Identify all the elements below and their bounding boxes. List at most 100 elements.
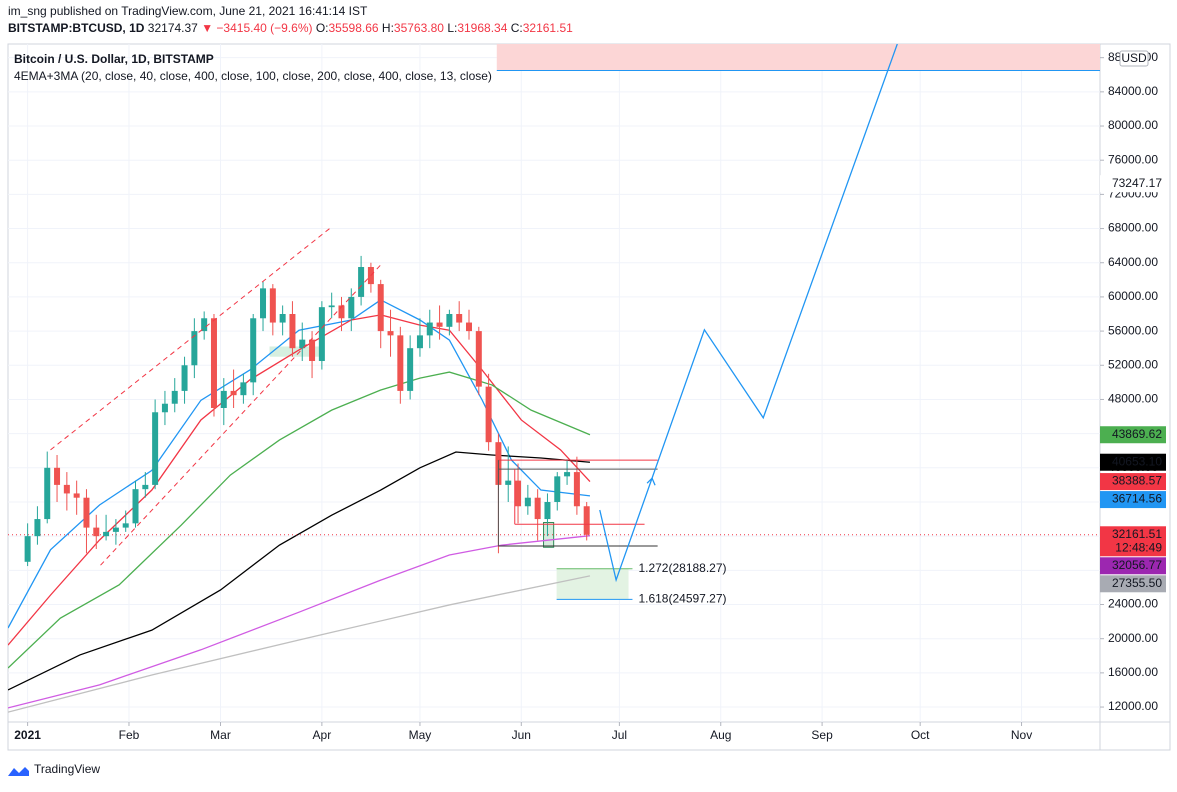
price-tag xyxy=(1100,575,1166,593)
y-tick-label: 76000.00 xyxy=(1108,152,1158,166)
price-tag xyxy=(1100,473,1166,491)
candle-body xyxy=(230,390,237,396)
candle-body xyxy=(210,318,217,408)
indicator-label: 4EMA+3MA (20, close, 40, close, 400, clo… xyxy=(14,69,492,83)
candle-body xyxy=(456,314,463,323)
projection-arrow xyxy=(646,477,656,486)
x-tick-label: Jun xyxy=(512,728,531,742)
candle-body xyxy=(515,480,522,507)
price-tag xyxy=(1100,557,1166,575)
candle-body xyxy=(358,267,365,297)
y-tick-label: 60000.00 xyxy=(1108,289,1158,303)
candle-body xyxy=(328,305,335,308)
zone xyxy=(556,568,629,600)
price-tag xyxy=(1100,491,1166,509)
ohlc-key: H: xyxy=(382,21,394,35)
candle-body xyxy=(112,527,119,532)
ohlc-value: 35763.80 xyxy=(394,21,444,35)
price-tag-label: 32161.51 xyxy=(1112,527,1162,541)
candle-body xyxy=(475,331,482,387)
candle-body xyxy=(44,467,51,520)
candle-body xyxy=(250,318,257,383)
candle-body xyxy=(103,531,110,537)
candle-body xyxy=(505,480,512,485)
candle-body xyxy=(83,497,90,528)
y-tick-label: 48000.00 xyxy=(1108,392,1158,406)
price-tag-label: 27355.50 xyxy=(1112,576,1162,590)
price-tag xyxy=(1100,426,1166,444)
candle-body xyxy=(583,506,590,535)
candle-body xyxy=(54,467,61,485)
candle-body xyxy=(269,288,276,323)
ohlc-key: O: xyxy=(316,21,329,35)
candle-body xyxy=(524,497,531,507)
zone xyxy=(496,44,1100,71)
x-tick-label: Apr xyxy=(313,728,332,742)
price-tag-label: 36714.56 xyxy=(1112,492,1162,506)
y-tick-label: 56000.00 xyxy=(1108,323,1158,337)
candle-body xyxy=(161,403,168,413)
fib-label: 1.618(24597.27) xyxy=(638,592,726,606)
currency-badge xyxy=(1119,50,1149,67)
brand: TradingView xyxy=(34,762,100,776)
candle-body xyxy=(73,493,80,498)
candle-body xyxy=(465,322,472,332)
candle-body xyxy=(426,322,433,336)
candle-body xyxy=(446,314,453,327)
moving-average xyxy=(8,371,591,669)
last-price: 32174.37 xyxy=(148,21,198,35)
candle-body xyxy=(377,284,384,332)
x-tick-label: Oct xyxy=(911,728,930,742)
price-tag-label: 38388.57 xyxy=(1112,474,1162,488)
x-tick-label: Mar xyxy=(210,728,231,742)
candle-body xyxy=(152,412,159,485)
candle-body xyxy=(397,335,404,391)
ohlc-value: 32161.51 xyxy=(523,21,573,35)
y-tick-label: 16000.00 xyxy=(1108,665,1158,679)
currency: USD xyxy=(1121,51,1147,65)
candle-body xyxy=(260,288,267,319)
candle-body xyxy=(309,339,316,361)
y-tick-label: 64000.00 xyxy=(1108,255,1158,269)
fib-label: 1.272(28188.27) xyxy=(638,561,726,575)
y-tick-label: 12000.00 xyxy=(1108,699,1158,713)
logo xyxy=(8,767,29,776)
candle-body xyxy=(220,390,227,408)
candle-body xyxy=(171,390,178,404)
candle-body xyxy=(299,339,306,349)
candle-body xyxy=(181,365,188,391)
y-tick-label: 20000.00 xyxy=(1108,631,1158,645)
candle-body xyxy=(132,489,139,524)
ohlc-value: 35598.66 xyxy=(329,21,379,35)
x-tick-label: Nov xyxy=(1011,728,1032,742)
x-tick-label: Feb xyxy=(119,728,140,742)
candle-body xyxy=(201,318,208,332)
candle-body xyxy=(338,305,345,319)
candle-body xyxy=(289,314,296,349)
candle-body xyxy=(63,484,70,494)
chart-title: Bitcoin / U.S. Dollar, 1D, BITSTAMP xyxy=(14,52,214,66)
price-tag-label: 32056.77 xyxy=(1112,558,1162,572)
candle-body xyxy=(544,501,551,520)
symbol: BITSTAMP:BTCUSD, 1D xyxy=(8,21,145,35)
y-tick-label: 84000.00 xyxy=(1108,84,1158,98)
countdown: 12:48:49 xyxy=(1115,540,1162,554)
plot-area xyxy=(8,44,1100,722)
candle-body xyxy=(564,472,571,477)
ohlc-key: C: xyxy=(511,21,523,35)
publisher: im_sng published on TradingView.com, Jun… xyxy=(8,4,368,18)
projection-path xyxy=(599,44,898,583)
moving-average xyxy=(8,535,591,709)
symbol-line: BITSTAMP:BTCUSD, 1D 32174.37 ▼ −3415.40 … xyxy=(8,21,573,35)
candle-body xyxy=(348,296,355,319)
candle-body xyxy=(554,476,561,502)
drawing-line xyxy=(100,264,382,566)
moving-average xyxy=(8,575,591,713)
ohlc-key: L: xyxy=(447,21,457,35)
price-tag-label: 43869.62 xyxy=(1112,427,1162,441)
ohlc-value: 31968.34 xyxy=(457,21,507,35)
candle-body xyxy=(485,386,492,443)
candle-body xyxy=(407,348,414,391)
